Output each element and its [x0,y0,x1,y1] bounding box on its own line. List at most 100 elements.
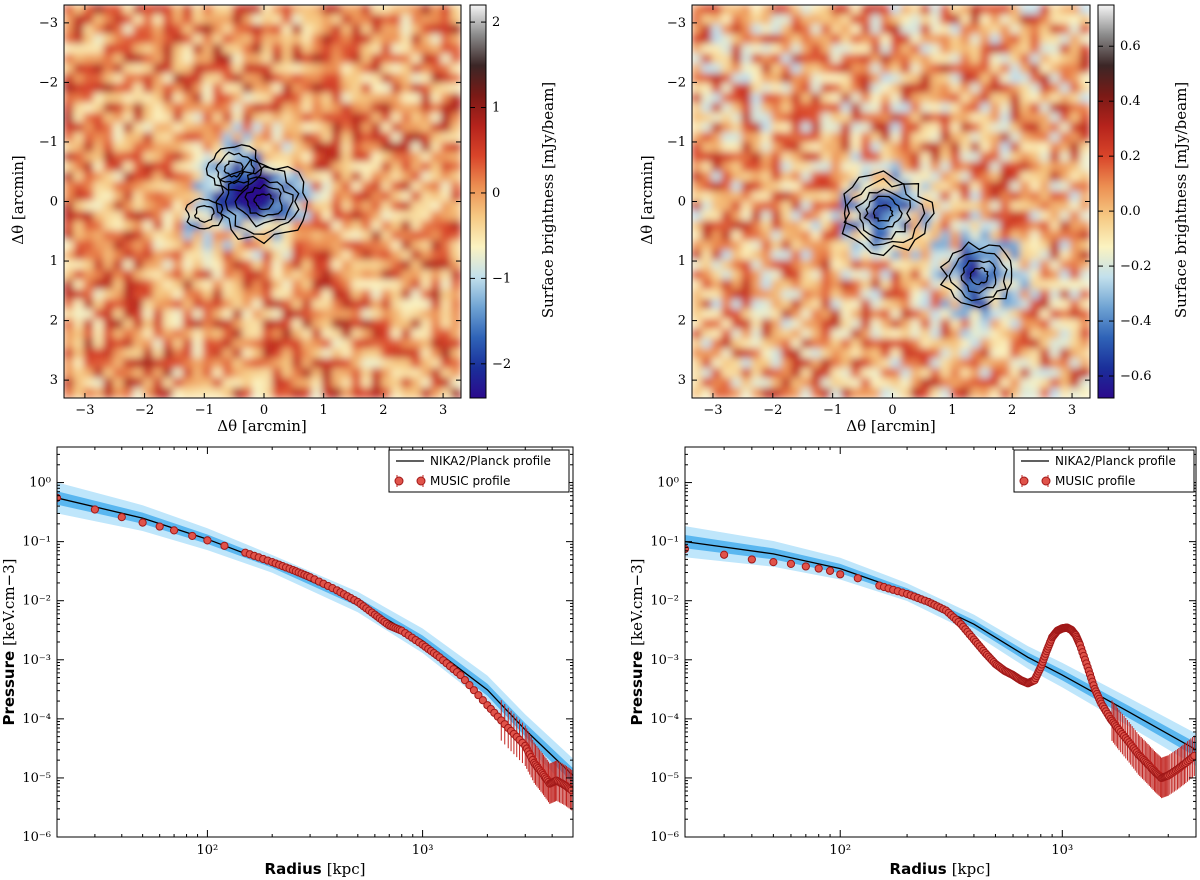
map_left-ytick: 2 [50,314,58,329]
profile_left-music-point [169,526,179,535]
profile_right-music-point [825,566,835,575]
profile_left-ytick: 10⁻³ [22,653,51,668]
profile_left-music-point [460,676,470,685]
profile-left-plot [57,482,573,811]
map-right-image [692,5,1090,398]
map_left-xtick: 0 [260,403,268,418]
profile_left-music-point [203,536,212,545]
profile_right-ytick: 10⁻¹ [650,535,679,550]
map_right-ytick: −2 [667,75,686,90]
profile_left-ytick: 10⁻⁴ [22,712,51,727]
map_right-ytick: 3 [678,373,686,388]
map_right-colorbar-tick: −0.4 [1120,314,1152,329]
profile_left-music-point [220,541,229,550]
profile_right-ytick: 10⁻⁵ [650,771,679,786]
profile-right-ylabel-unit: [keV.cm−3] [628,558,646,645]
profile-right-plot [685,526,1196,799]
map_right-ytick: −1 [667,135,686,150]
profile_left-music-point [478,696,487,705]
map_left-colorbar-tick: 2 [492,15,500,30]
map_right-xtick: 2 [1008,403,1016,418]
map-right-axes: −3 3 −2 2 −1 1 0 0 1 −1 2 −2 3 −3 [667,5,1090,418]
profile-left-panel: 10⁰ 10⁻¹ 10⁻² 10⁻³ 10⁻⁴ 10⁻⁵ 10⁻⁶ 10² 10³ Radius… [0,446,574,878]
profile-left-legend-model: NIKA2/Planck profile [430,454,551,468]
profile_right-music-point [720,550,729,559]
map_left-contour [215,151,255,185]
map-left-colorbar-label: Surface brightness [mJy/beam] [539,82,557,318]
map_right-xtick: 3 [1068,403,1076,418]
profile-left-xlabel-name: Radius [265,860,322,878]
profile-right-xlabel-unit: [kpc] [952,860,991,878]
profile_right-ytick: 10⁻⁶ [650,830,679,845]
profile-left-xlabel: Radius [kpc] [265,860,366,878]
profile-left-xlabel-unit: [kpc] [327,860,366,878]
map_right-xtick: 1 [948,403,956,418]
profile-right-xlabel: Radius [kpc] [890,860,991,878]
profile-right-panel: 10⁰ 10⁻¹ 10⁻² 10⁻³ 10⁻⁴ 10⁻⁵ 10⁻⁶ 10² 10³ Radius… [628,446,1197,878]
profile-right-ylabel-name: Pressure [628,651,646,726]
profile_right-xtick: 10² [829,843,851,858]
profile_left-xtick: 10² [197,843,219,858]
map_left-contour [234,176,294,228]
profile_right-music-point [747,555,756,564]
map_left-colorbar-tick: 0 [492,186,500,201]
map_left-ytick: 0 [50,195,58,210]
profile-left-ylabel-unit: [keV.cm−3] [0,558,18,645]
map_right-contour [854,188,912,240]
profile_left-music-point [456,671,465,680]
map_right-colorbar-tick: −0.2 [1120,259,1152,274]
profile_left-music-point [138,518,147,527]
profile_left-music-point [188,531,197,541]
map_right-ytick: −3 [667,16,686,31]
profile_left-band-inner [57,491,573,783]
profile_left-model-line [57,497,573,776]
map-left-axes: −3 3 −2 2 −1 1 0 0 1 −1 2 −2 3 −3 [39,5,461,418]
map_right-contour [960,260,997,294]
profile-left-ylabel-name: Pressure [0,651,18,726]
profile_right-music-point [1190,751,1196,760]
map_left-ytick: −3 [39,16,58,31]
map_left-pixels [64,5,461,398]
profile_left-ytick: 10⁻⁶ [22,830,51,845]
profile_right-music-point [853,574,862,583]
map_left-xtick: 1 [320,403,328,418]
profile_left-music-point [474,691,483,700]
map-left-image [64,5,461,398]
map_right-ytick: 1 [678,254,686,269]
map_right-contour [841,170,935,257]
map-left-panel: −3 3 −2 2 −1 1 0 0 1 −1 2 −2 3 −3 Δθ [arcmin] Δθ [arc… [9,4,557,435]
map_right-contour [969,266,989,286]
map-right-colorbar-label: Surface brightness [mJy/beam] [1172,82,1190,318]
map-right-colorbar: −0.6 −0.4 −0.2 0.0 0.2 0.4 0.6 [1097,4,1152,399]
map-right-contours [841,170,1013,309]
profile_left-music-point [90,505,99,514]
map_right-colorbar-tick: 0.0 [1120,204,1141,219]
map-right-ylabel: Δθ [arcmin] [638,155,656,245]
profile_right-music-point [814,564,823,573]
profile_right-ytick: 10⁻² [650,594,679,609]
map_left-ytick: 3 [50,373,58,388]
profile_right-music-point [769,558,778,567]
map_right-xtick: −2 [763,403,782,418]
profile_right-ytick: 10⁰ [657,476,679,491]
profile-left-ylabel: Pressure [keV.cm−3] [0,558,18,725]
map_left-contour [184,197,224,230]
profile_left-music-point [567,785,573,795]
map_right-xtick: −1 [823,403,842,418]
map_left-xtick: 2 [379,403,387,418]
map_left-colorbar-tick: −1 [492,271,511,286]
map-left-contours [184,144,309,245]
profile_left-ytick: 10⁻² [22,594,51,609]
profile_right-xtick: 10³ [1051,843,1073,858]
map_right-ytick: 0 [678,195,686,210]
map_right-colorbar-tick: −0.6 [1120,369,1152,384]
map-left-xlabel: Δθ [arcmin] [217,417,307,435]
map_right-colorbar-bar [1097,4,1115,399]
map_left-colorbar-bar [469,4,487,399]
map_right-contour [948,250,1008,302]
map_right-colorbar-tick: 0.4 [1120,94,1141,109]
profile_right-music-point [836,570,845,579]
map-left-ylabel: Δθ [arcmin] [9,155,27,245]
map_right-colorbar-tick: 0.6 [1120,39,1141,54]
profile-right-frame [684,446,1197,838]
